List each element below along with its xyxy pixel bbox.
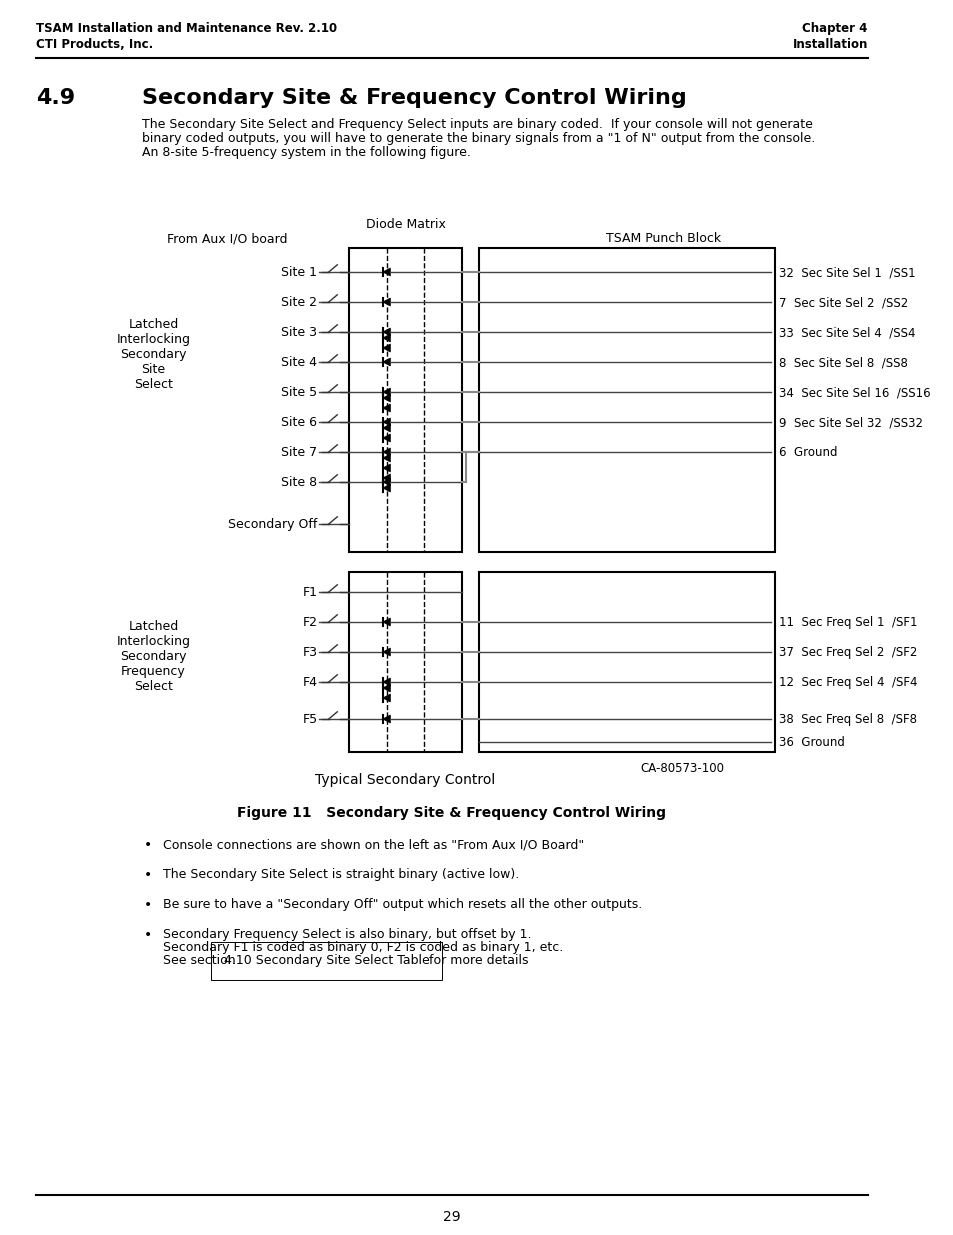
Text: Installation: Installation xyxy=(792,38,867,51)
Text: TSAM Installation and Maintenance Rev. 2.10: TSAM Installation and Maintenance Rev. 2… xyxy=(36,22,336,35)
Polygon shape xyxy=(382,404,390,412)
Polygon shape xyxy=(382,333,390,342)
Text: Typical Secondary Control: Typical Secondary Control xyxy=(315,773,496,787)
Polygon shape xyxy=(382,474,390,482)
Text: F3: F3 xyxy=(302,646,317,659)
Text: Site 4: Site 4 xyxy=(281,356,317,369)
Text: Site 7: Site 7 xyxy=(281,446,317,459)
Polygon shape xyxy=(382,454,390,462)
Polygon shape xyxy=(382,394,390,403)
Bar xyxy=(348,248,462,552)
Text: •: • xyxy=(144,927,152,942)
Polygon shape xyxy=(382,484,390,492)
Text: 12  Sec Freq Sel 4  /SF4: 12 Sec Freq Sel 4 /SF4 xyxy=(778,676,917,689)
Text: 36  Ground: 36 Ground xyxy=(778,736,843,748)
Text: TSAM Punch Block: TSAM Punch Block xyxy=(605,232,720,245)
Text: 33  Sec Site Sel 4  /SS4: 33 Sec Site Sel 4 /SS4 xyxy=(778,326,914,338)
Text: F5: F5 xyxy=(302,713,317,726)
Text: 8  Sec Site Sel 8  /SS8: 8 Sec Site Sel 8 /SS8 xyxy=(778,356,906,369)
Text: Site 5: Site 5 xyxy=(281,387,317,399)
Text: •: • xyxy=(144,839,152,852)
Text: Secondary Frequency Select is also binary, but offset by 1.: Secondary Frequency Select is also binar… xyxy=(163,927,531,941)
Text: 4.9: 4.9 xyxy=(36,88,75,107)
Bar xyxy=(348,572,462,752)
Text: F4: F4 xyxy=(302,676,317,689)
Text: Site 3: Site 3 xyxy=(281,326,317,338)
Polygon shape xyxy=(382,268,390,275)
Text: binary coded outputs, you will have to generate the binary signals from a "1 of : binary coded outputs, you will have to g… xyxy=(142,132,815,144)
Text: 7  Sec Site Sel 2  /SS2: 7 Sec Site Sel 2 /SS2 xyxy=(778,296,907,309)
Text: 37  Sec Freq Sel 2  /SF2: 37 Sec Freq Sel 2 /SF2 xyxy=(778,646,916,659)
Text: CTI Products, Inc.: CTI Products, Inc. xyxy=(36,38,153,51)
Text: 11  Sec Freq Sel 1  /SF1: 11 Sec Freq Sel 1 /SF1 xyxy=(778,616,917,629)
Text: F2: F2 xyxy=(302,616,317,629)
Polygon shape xyxy=(382,448,390,456)
Polygon shape xyxy=(382,478,390,487)
Text: Figure 11   Secondary Site & Frequency Control Wiring: Figure 11 Secondary Site & Frequency Con… xyxy=(237,806,666,820)
Text: An 8-site 5-frequency system in the following figure.: An 8-site 5-frequency system in the foll… xyxy=(142,146,471,159)
Text: 29: 29 xyxy=(442,1210,460,1224)
Text: 9  Sec Site Sel 32  /SS32: 9 Sec Site Sel 32 /SS32 xyxy=(778,416,922,429)
Text: 32  Sec Site Sel 1  /SS1: 32 Sec Site Sel 1 /SS1 xyxy=(778,266,915,279)
Text: See section: See section xyxy=(163,953,239,967)
Polygon shape xyxy=(382,417,390,426)
Polygon shape xyxy=(382,388,390,396)
Text: Latched
Interlocking
Secondary
Site
Select: Latched Interlocking Secondary Site Sele… xyxy=(116,317,191,391)
Text: 38  Sec Freq Sel 8  /SF8: 38 Sec Freq Sel 8 /SF8 xyxy=(778,713,916,726)
Polygon shape xyxy=(382,329,390,336)
Polygon shape xyxy=(382,298,390,306)
Polygon shape xyxy=(382,358,390,366)
Polygon shape xyxy=(382,433,390,442)
Text: Console connections are shown on the left as "From Aux I/O Board": Console connections are shown on the lef… xyxy=(163,839,583,851)
Polygon shape xyxy=(382,618,390,626)
Text: for more details: for more details xyxy=(425,953,528,967)
Text: Secondary Off: Secondary Off xyxy=(228,517,317,531)
Polygon shape xyxy=(382,345,390,352)
Text: 4.10 Secondary Site Select Table: 4.10 Secondary Site Select Table xyxy=(223,953,429,967)
Polygon shape xyxy=(382,678,390,685)
Text: •: • xyxy=(144,898,152,911)
Polygon shape xyxy=(382,684,390,692)
Text: Be sure to have a "Secondary Off" output which resets all the other outputs.: Be sure to have a "Secondary Off" output… xyxy=(163,898,641,911)
Text: Chapter 4: Chapter 4 xyxy=(801,22,867,35)
Text: F1: F1 xyxy=(302,585,317,599)
Text: The Secondary Site Select is straight binary (active low).: The Secondary Site Select is straight bi… xyxy=(163,868,518,881)
Text: Secondary F1 is coded as binary 0, F2 is coded as binary 1, etc.: Secondary F1 is coded as binary 0, F2 is… xyxy=(163,941,562,953)
Text: Site 8: Site 8 xyxy=(281,475,317,489)
Text: Site 2: Site 2 xyxy=(281,296,317,309)
Bar xyxy=(479,248,774,552)
Text: From Aux I/O board: From Aux I/O board xyxy=(167,232,288,245)
Text: 6  Ground: 6 Ground xyxy=(778,446,837,459)
Text: Latched
Interlocking
Secondary
Frequency
Select: Latched Interlocking Secondary Frequency… xyxy=(116,620,191,693)
Text: 34  Sec Site Sel 16  /SS16: 34 Sec Site Sel 16 /SS16 xyxy=(778,387,929,399)
Text: Site 6: Site 6 xyxy=(281,416,317,429)
Polygon shape xyxy=(382,694,390,701)
Bar xyxy=(479,572,774,752)
Polygon shape xyxy=(382,424,390,432)
Polygon shape xyxy=(382,464,390,472)
Text: •: • xyxy=(144,868,152,882)
Text: CA-80573-100: CA-80573-100 xyxy=(639,762,723,776)
Polygon shape xyxy=(382,715,390,722)
Text: Secondary Site & Frequency Control Wiring: Secondary Site & Frequency Control Wirin… xyxy=(142,88,686,107)
Text: Diode Matrix: Diode Matrix xyxy=(365,219,445,231)
Text: Site 1: Site 1 xyxy=(281,266,317,279)
Polygon shape xyxy=(382,648,390,656)
Text: The Secondary Site Select and Frequency Select inputs are binary coded.  If your: The Secondary Site Select and Frequency … xyxy=(142,119,812,131)
